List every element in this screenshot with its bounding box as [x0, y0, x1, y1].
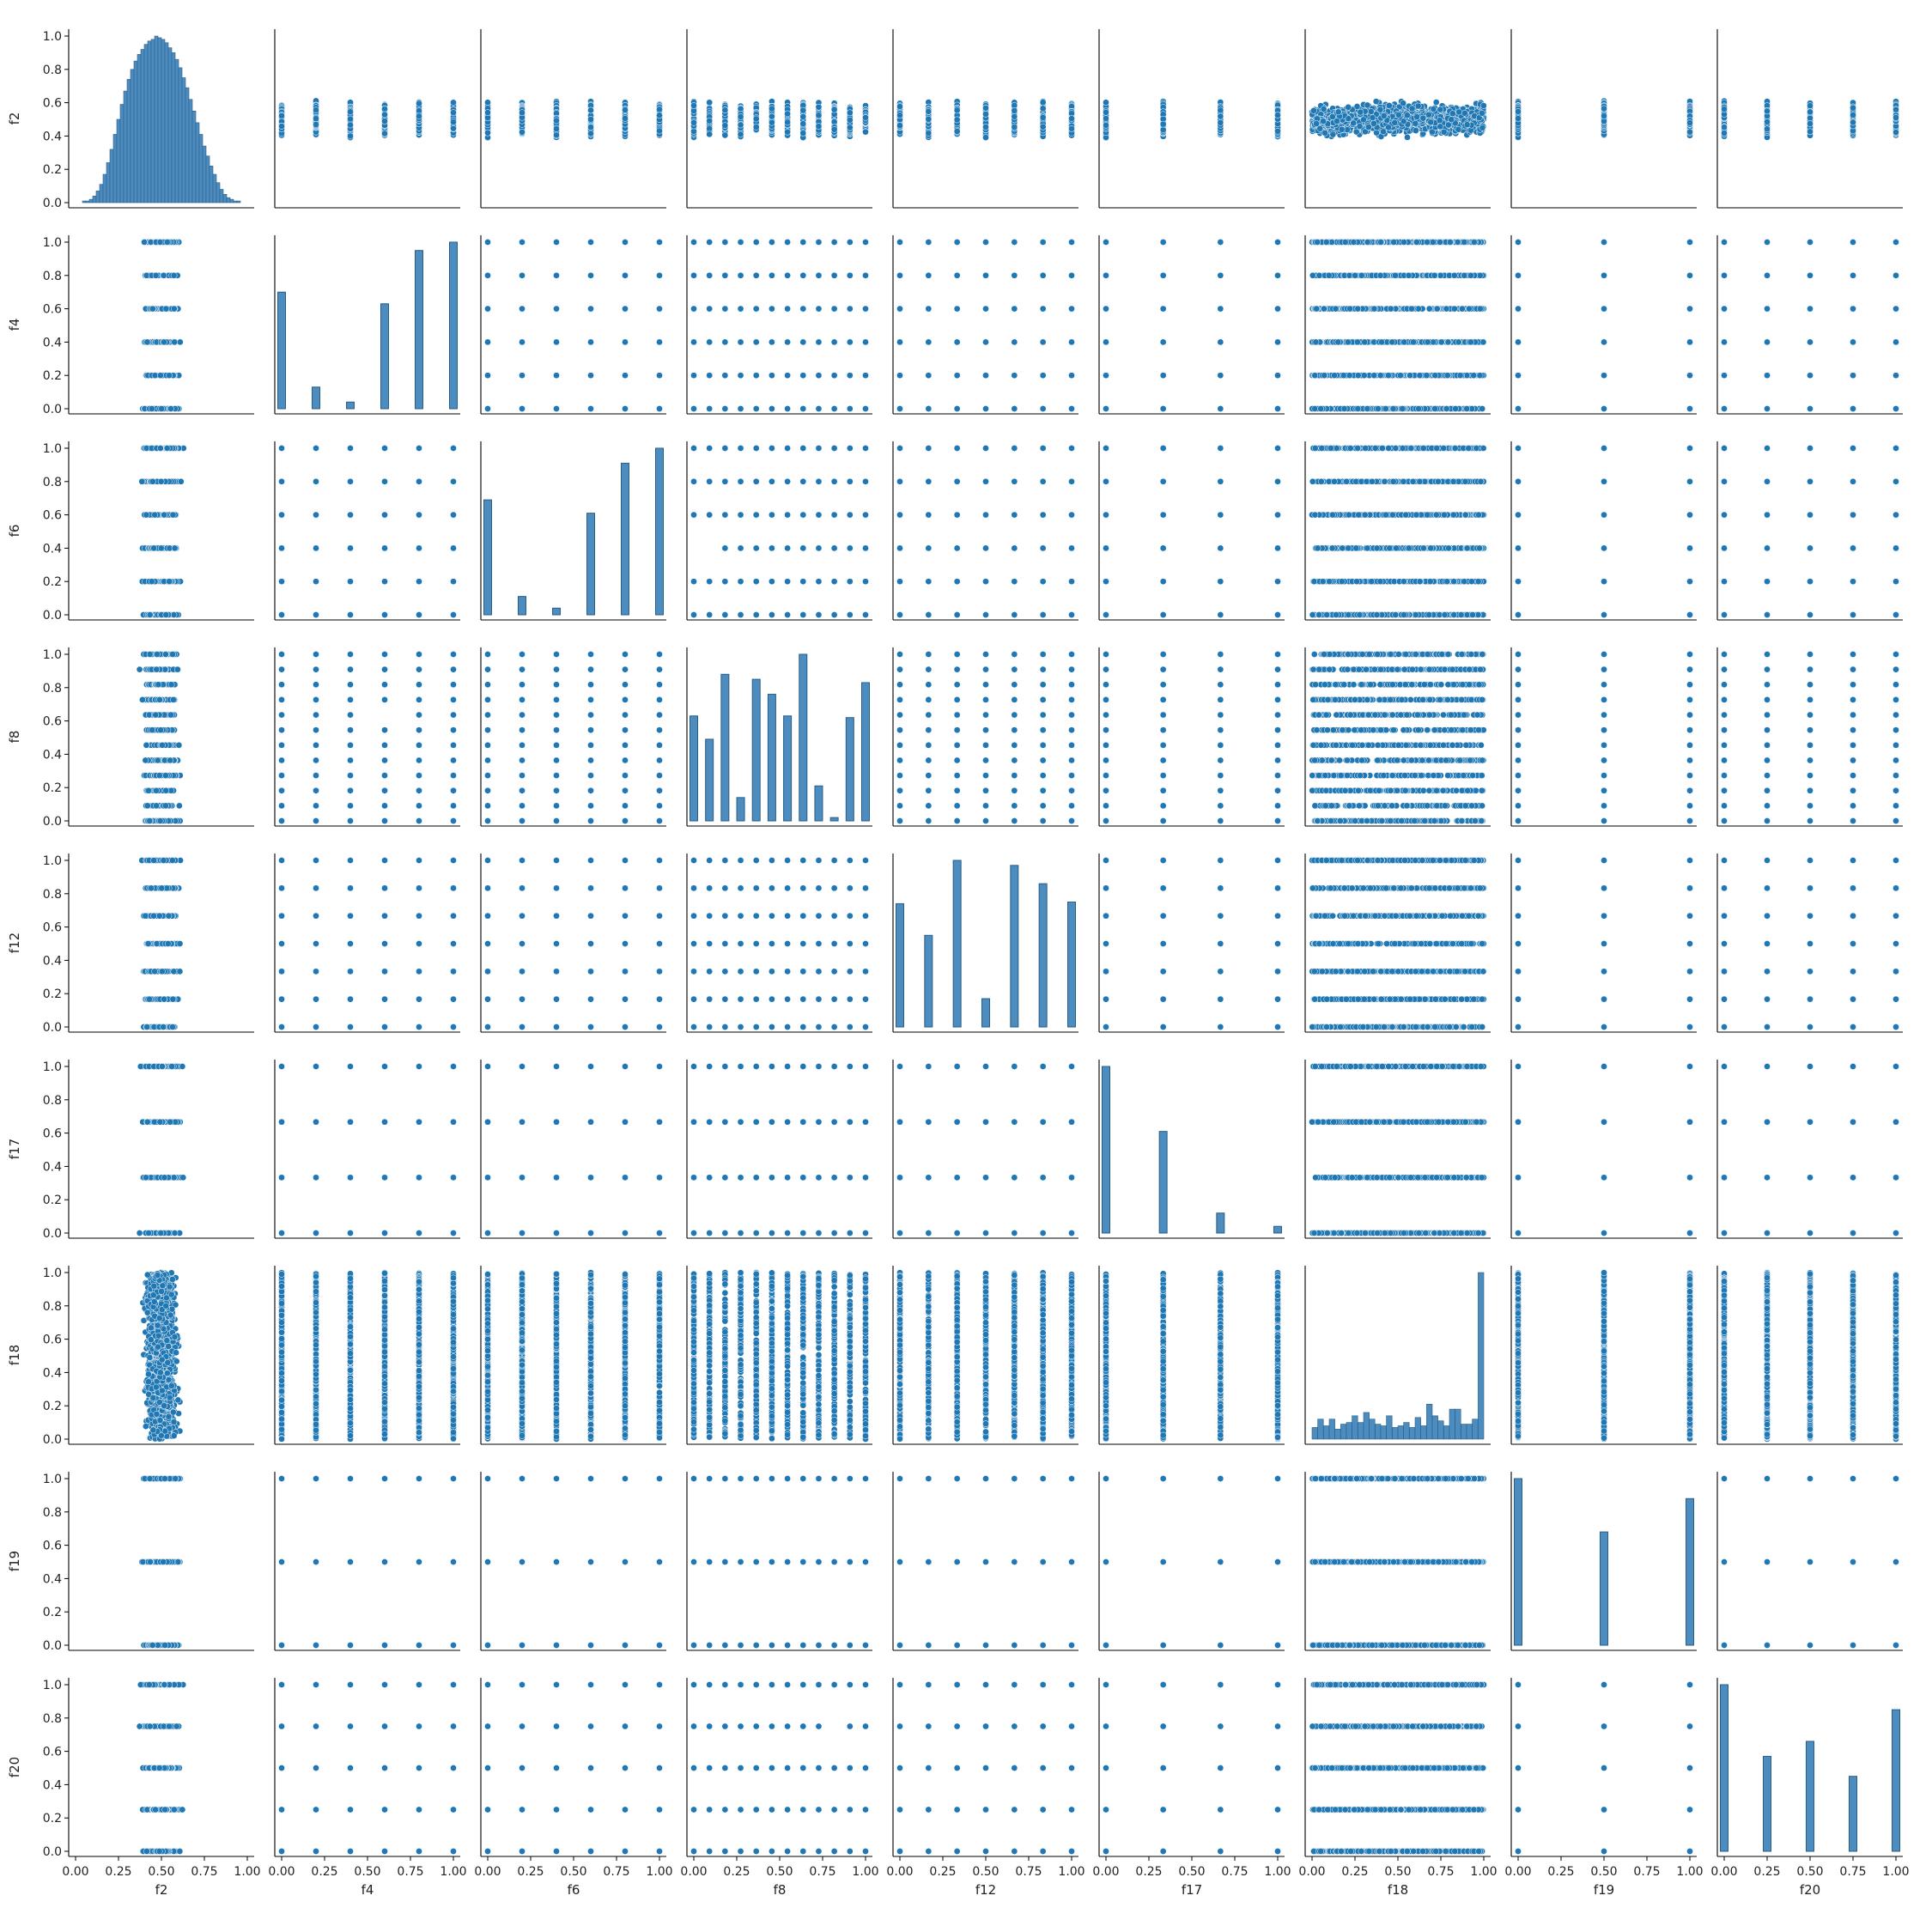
hist-bar-f2-38	[206, 156, 210, 203]
hist-bar-f2-43	[223, 194, 227, 203]
point-f4-f2-1342	[450, 100, 456, 106]
hist-bar-f2-44	[227, 197, 230, 203]
hist-bar-f2-34	[192, 111, 196, 203]
point-f4-f2-1362	[450, 125, 456, 131]
point-f4-f2-1371	[313, 121, 319, 127]
hist-bar-f2-10	[110, 149, 113, 203]
hist-bar-f2-40	[213, 174, 216, 203]
point-f4-f2-1395	[347, 116, 353, 122]
hist-bar-f2-22	[151, 39, 155, 203]
y-tick-label: 0.0	[43, 197, 62, 210]
y-axis-label-f2: f2	[7, 112, 22, 125]
hist-bar-f2-41	[216, 183, 220, 203]
point-f4-f2-1399	[416, 113, 422, 119]
hist-bar-f2-4	[89, 199, 93, 203]
hist-bar-f2-7	[100, 185, 103, 203]
panel-f2-vs-f6	[481, 29, 666, 208]
hist-bar-f2-32	[185, 88, 189, 203]
hist-bar-f2-30	[179, 68, 182, 203]
panel-f2-vs-f4	[275, 29, 460, 208]
point-f4-f2-1363	[313, 116, 319, 122]
point-f4-f2-1341	[347, 133, 353, 139]
hist-bar-f2-8	[103, 174, 106, 203]
point-f4-f2-1388	[278, 123, 284, 129]
point-f4-f2-1391	[381, 106, 387, 112]
point-f4-f2-1396	[347, 122, 353, 128]
hist-bar-f2-2	[82, 201, 86, 203]
hist-bar-f2-31	[182, 78, 185, 204]
hist-bar-f2-6	[96, 191, 100, 203]
hist-bar-f2-39	[210, 166, 213, 203]
hist-bar-f2-11	[113, 134, 117, 203]
hist-bar-f2-26	[165, 43, 168, 203]
y-tick-label: 0.4	[43, 130, 62, 143]
hist-bar-f2-23	[155, 36, 158, 203]
hist-bar-f2-46	[234, 201, 237, 203]
hist-bar-f2-37	[203, 146, 206, 203]
point-f4-f2-1393	[381, 118, 387, 124]
point-f4-f2-1349	[313, 107, 319, 113]
point-f4-f2-1394	[381, 112, 387, 118]
hist-bar-f2-13	[120, 105, 124, 203]
hist-bar-f2-16	[131, 70, 134, 203]
hist-bar-f2-45	[230, 199, 234, 203]
hist-bar-f2-28	[172, 52, 175, 203]
hist-bar-f2-17	[134, 61, 137, 203]
point-f4-f2-1356	[278, 112, 284, 118]
y-tick-label: 1.0	[43, 30, 62, 44]
hist-bar-f2-18	[137, 54, 141, 203]
y-tick-label: 0.6	[43, 97, 62, 111]
hist-bar-f2-3	[86, 201, 89, 203]
point-f4-f2-1352	[416, 100, 422, 106]
y-tick-label: 0.2	[43, 163, 62, 177]
point-f4-f2-1397	[450, 119, 456, 125]
hist-bar-f2-20	[144, 45, 148, 203]
hist-bar-f2-9	[106, 162, 110, 203]
panel-f2-vs-f2: 0.0 0.2 0.4 0.6 0.8 1.0 f2	[7, 29, 254, 210]
hist-bar-f2-21	[148, 41, 151, 203]
hist-bar-f2-12	[117, 119, 120, 203]
hist-bar-f2-27	[168, 48, 172, 203]
point-f4-f2-1269	[381, 131, 387, 137]
hist-bar-f2-33	[189, 100, 192, 203]
point-f4-f2-1376	[450, 110, 456, 116]
hist-bar-f2-42	[220, 189, 223, 203]
hist-bar-f2-25	[161, 39, 165, 203]
hist-bar-f2-29	[175, 59, 179, 203]
point-f4-f2-1385	[347, 109, 353, 115]
hist-bar-f2-35	[196, 123, 199, 203]
hist-bar-f2-24	[158, 38, 161, 203]
y-tick-label: 0.8	[43, 64, 62, 77]
hist-bar-f2-5	[93, 196, 96, 203]
hist-bar-f2-36	[199, 134, 203, 203]
hist-bar-f2-19	[141, 50, 144, 203]
hist-bar-f2-14	[124, 91, 127, 203]
hist-bar-f2-15	[127, 79, 131, 203]
hist-bar-f2-47	[237, 201, 240, 203]
